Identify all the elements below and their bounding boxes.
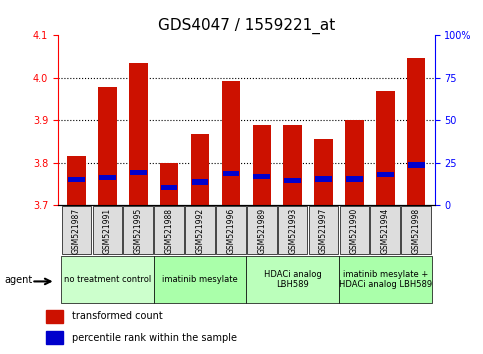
Text: GSM521991: GSM521991 bbox=[103, 208, 112, 254]
Bar bbox=[160, 163, 178, 205]
Bar bbox=[222, 81, 240, 205]
FancyBboxPatch shape bbox=[61, 256, 154, 303]
Text: percentile rank within the sample: percentile rank within the sample bbox=[72, 333, 237, 343]
Text: GSM521994: GSM521994 bbox=[381, 208, 390, 254]
Bar bbox=[129, 63, 147, 205]
Bar bbox=[407, 58, 426, 205]
FancyBboxPatch shape bbox=[339, 256, 432, 303]
Bar bbox=[284, 178, 301, 183]
Bar bbox=[46, 310, 63, 323]
FancyBboxPatch shape bbox=[154, 206, 184, 254]
Text: imatinib mesylate +
HDACi analog LBH589: imatinib mesylate + HDACi analog LBH589 bbox=[339, 270, 432, 289]
Bar bbox=[223, 171, 239, 176]
FancyBboxPatch shape bbox=[62, 206, 91, 254]
FancyBboxPatch shape bbox=[93, 206, 122, 254]
FancyBboxPatch shape bbox=[246, 256, 339, 303]
Bar bbox=[68, 177, 85, 182]
Bar bbox=[376, 91, 395, 205]
Text: GSM521988: GSM521988 bbox=[165, 208, 173, 254]
Bar bbox=[254, 174, 270, 179]
Bar bbox=[46, 331, 63, 344]
Text: GSM521992: GSM521992 bbox=[196, 208, 204, 254]
Text: HDACi analog
LBH589: HDACi analog LBH589 bbox=[264, 270, 322, 289]
Bar bbox=[284, 125, 302, 205]
Text: GSM521989: GSM521989 bbox=[257, 208, 266, 254]
Text: GSM521993: GSM521993 bbox=[288, 208, 297, 254]
FancyBboxPatch shape bbox=[401, 206, 431, 254]
Text: GSM521987: GSM521987 bbox=[72, 208, 81, 254]
Bar bbox=[345, 120, 364, 205]
Bar bbox=[314, 139, 333, 205]
Bar bbox=[161, 184, 177, 190]
Text: GSM521990: GSM521990 bbox=[350, 208, 359, 254]
FancyBboxPatch shape bbox=[278, 206, 308, 254]
FancyBboxPatch shape bbox=[185, 206, 215, 254]
Bar bbox=[67, 156, 86, 205]
Text: GSM521995: GSM521995 bbox=[134, 208, 143, 254]
Bar bbox=[346, 176, 363, 182]
Bar bbox=[98, 87, 116, 205]
Text: agent: agent bbox=[5, 275, 33, 285]
FancyBboxPatch shape bbox=[309, 206, 339, 254]
Bar bbox=[191, 134, 209, 205]
Text: transformed count: transformed count bbox=[72, 312, 163, 321]
FancyBboxPatch shape bbox=[124, 206, 153, 254]
FancyBboxPatch shape bbox=[370, 206, 400, 254]
Bar bbox=[315, 176, 332, 182]
Title: GDS4047 / 1559221_at: GDS4047 / 1559221_at bbox=[158, 18, 335, 34]
Bar bbox=[130, 170, 146, 175]
Bar bbox=[192, 179, 208, 184]
Bar bbox=[377, 172, 394, 177]
Text: GSM521996: GSM521996 bbox=[227, 208, 235, 254]
FancyBboxPatch shape bbox=[340, 206, 369, 254]
Text: GSM521998: GSM521998 bbox=[412, 208, 421, 254]
FancyBboxPatch shape bbox=[154, 256, 246, 303]
Bar bbox=[99, 175, 116, 180]
Bar bbox=[408, 162, 425, 167]
FancyBboxPatch shape bbox=[216, 206, 246, 254]
Bar bbox=[253, 125, 271, 205]
FancyBboxPatch shape bbox=[247, 206, 277, 254]
Text: no treatment control: no treatment control bbox=[64, 275, 151, 284]
Text: imatinib mesylate: imatinib mesylate bbox=[162, 275, 238, 284]
Text: GSM521997: GSM521997 bbox=[319, 208, 328, 254]
